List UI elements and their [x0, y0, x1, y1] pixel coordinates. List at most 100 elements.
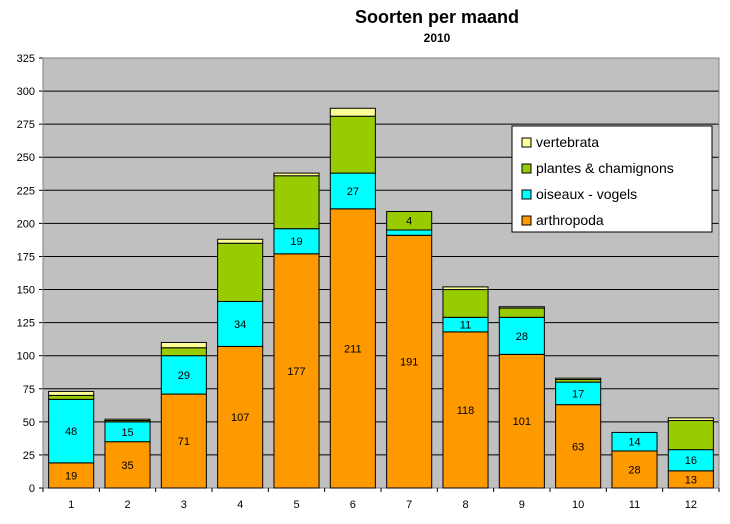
- data-label: 29: [178, 370, 190, 382]
- data-label: 35: [121, 460, 133, 472]
- bar-segment-vertebrata: [667, 417, 714, 422]
- bar-segment-vertebrata: [498, 306, 545, 309]
- bar-segment-plantes-chamignons: [48, 394, 95, 400]
- data-label: 4: [406, 216, 412, 228]
- y-tick-label: 200: [17, 218, 35, 230]
- x-tick-label: 1: [68, 499, 74, 511]
- y-tick-label: 175: [17, 251, 35, 263]
- data-label: 11: [460, 320, 471, 332]
- x-tick-label: 4: [237, 499, 243, 511]
- legend-box: [511, 125, 713, 233]
- bar-segment-oiseaux-vogels: [611, 431, 658, 452]
- legend-entry-label: arthropoda: [536, 212, 604, 228]
- y-tick-label: 250: [17, 152, 35, 164]
- bar-segment-plantes-chamignons: [217, 242, 264, 302]
- bar-segment-oiseaux-vogels: [48, 398, 95, 464]
- bar-segment-plantes-chamignons: [386, 210, 433, 231]
- bar-segment-vertebrata: [555, 377, 602, 381]
- x-tick-label: 7: [406, 499, 412, 511]
- bar-segment-plantes-chamignons: [329, 115, 376, 174]
- x-tick-label: 3: [181, 499, 187, 511]
- data-label: 19: [290, 236, 302, 248]
- bar-segment-oiseaux-vogels: [386, 229, 433, 236]
- legend-swatch: [521, 215, 532, 226]
- y-tick-label: 25: [23, 450, 35, 462]
- bar-segment-oiseaux-vogels: [160, 355, 207, 395]
- y-tick-label: 150: [17, 285, 35, 297]
- x-tick-label: 2: [124, 499, 130, 511]
- legend: vertebrata plantes & chamignons oiseaux - …: [511, 125, 713, 233]
- x-tick-label: 9: [519, 499, 525, 511]
- bar-segment-vertebrata: [273, 172, 320, 177]
- data-label: 191: [400, 357, 418, 369]
- bar-segment-plantes-chamignons: [498, 307, 545, 318]
- data-label: 16: [685, 455, 697, 467]
- data-label: 27: [347, 186, 359, 198]
- bar-segment-arthropoda: [498, 353, 545, 489]
- bar-segment-plantes-chamignons: [442, 289, 489, 318]
- bar-segment-arthropoda: [555, 404, 602, 489]
- data-label: 13: [685, 474, 697, 486]
- data-label: 48: [65, 426, 77, 438]
- chart-subtitle: 2010: [424, 31, 451, 45]
- bar-segment-arthropoda: [104, 441, 151, 489]
- x-tick-label: 11: [629, 499, 640, 511]
- bar-segment-arthropoda: [160, 393, 207, 489]
- data-label: 211: [344, 343, 362, 355]
- legend-entry-label: oiseaux - vogels: [536, 186, 637, 202]
- y-tick-label: 50: [23, 417, 35, 429]
- bar-segment-vertebrata: [329, 107, 376, 117]
- x-tick-label: 6: [350, 499, 356, 511]
- y-tick-label: 75: [23, 384, 35, 396]
- bar-segment-vertebrata: [48, 390, 95, 396]
- bar-segment-plantes-chamignons: [273, 175, 320, 230]
- bar-segment-plantes-chamignons: [667, 420, 714, 451]
- y-tick-label: 325: [17, 53, 35, 65]
- bar-segment-oiseaux-vogels: [498, 316, 545, 355]
- data-label: 19: [65, 470, 77, 482]
- x-tick-label: 10: [572, 499, 584, 511]
- bar-segment-arthropoda: [217, 345, 264, 489]
- bar-segment-vertebrata: [104, 418, 151, 422]
- bar-segment-oiseaux-vogels: [273, 228, 320, 255]
- data-label: 14: [628, 437, 640, 449]
- bar-segment-vertebrata: [442, 286, 489, 291]
- bar-segment-arthropoda: [329, 208, 376, 489]
- legend-entry-label: plantes & chamignons: [536, 160, 674, 176]
- legend-swatch: [521, 137, 532, 148]
- bar-segment-vertebrata: [160, 341, 207, 349]
- bar-segment-arthropoda: [611, 450, 658, 489]
- data-label: 177: [287, 366, 305, 378]
- y-tick-label: 100: [17, 351, 35, 363]
- chart-title: Soorten per maand: [355, 7, 519, 27]
- data-label: 71: [178, 436, 190, 448]
- data-label: 17: [572, 388, 584, 400]
- data-label: 63: [572, 441, 584, 453]
- y-tick-label: 275: [17, 119, 35, 131]
- bar-segment-arthropoda: [273, 253, 320, 489]
- data-label: 34: [234, 319, 246, 331]
- y-tick-label: 125: [17, 318, 35, 330]
- x-tick-label: 5: [293, 499, 299, 511]
- x-tick-label: 12: [685, 499, 697, 511]
- data-label: 15: [121, 427, 133, 439]
- y-tick-label: 0: [29, 483, 35, 495]
- y-tick-label: 225: [17, 185, 35, 197]
- legend-swatch: [521, 163, 532, 174]
- bar-segment-arthropoda: [442, 331, 489, 489]
- data-label: 28: [628, 464, 640, 476]
- legend-swatch: [521, 189, 532, 200]
- bar-segment-vertebrata: [217, 238, 264, 244]
- bar-segment-oiseaux-vogels: [217, 300, 264, 347]
- y-tick-label: 300: [17, 86, 35, 98]
- data-label: 28: [516, 331, 528, 343]
- x-tick-label: 8: [462, 499, 468, 511]
- bar-segment-arthropoda: [48, 462, 95, 489]
- bar-segment-plantes-chamignons: [160, 347, 207, 357]
- legend-entry-label: vertebrata: [536, 134, 599, 150]
- data-label: 101: [513, 416, 531, 428]
- data-label: 118: [457, 405, 475, 417]
